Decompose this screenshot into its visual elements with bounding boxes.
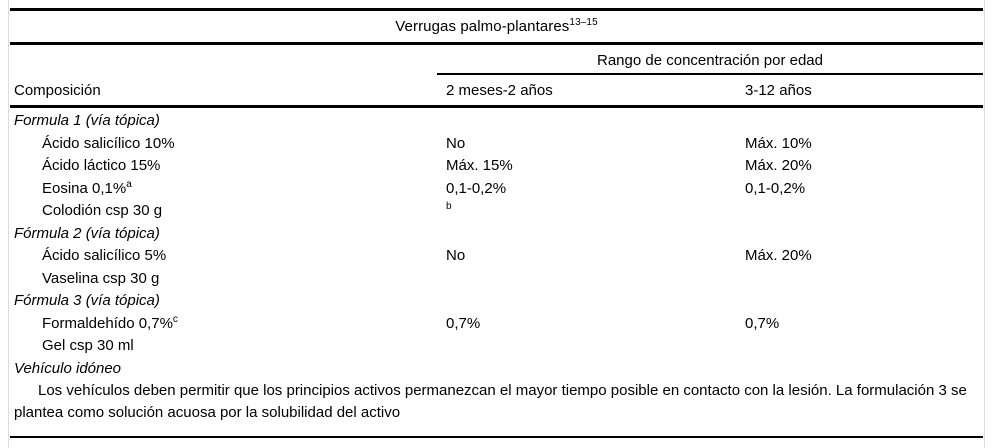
age-3-12y-cell (745, 335, 983, 358)
age-2m-2y-cell: Máx. 15% (446, 157, 513, 174)
age-2m-2y-cell: 0,7% (446, 314, 481, 332)
age-3-12y-cell (745, 110, 983, 133)
composition-cell: Fórmula 2 (vía tópica) (14, 224, 160, 242)
title-citation-superscript: 13–15 (569, 17, 598, 28)
table-row: Fórmula 3 (vía tópica) (10, 290, 983, 313)
composition-cell: Fórmula 3 (vía tópica) (14, 292, 160, 309)
age-3-12y-cell (745, 200, 983, 223)
table-title: Verrugas palmo-plantares13–15 (395, 17, 598, 36)
age-3-12y-cell (745, 290, 983, 313)
header-bottom-rule (10, 105, 983, 108)
composition-cell: Vehículo idóneo (14, 359, 122, 377)
vehicle-note-paragraph: Los vehículos deben permitir que los pri… (14, 382, 967, 422)
table-row: Fórmula 2 (vía tópica) (10, 223, 983, 246)
age-3-12y-cell (745, 358, 983, 381)
table-row: Ácido salicílico 5% No Máx. 20% (10, 245, 983, 268)
composition-cell: Formula 1 (vía tópica) (14, 112, 160, 129)
composition-cell: Ácido salicílico 5% (42, 247, 167, 264)
right-page-border (984, 0, 985, 448)
top-rule (10, 8, 983, 11)
composition-cell: Vaselina csp 30 g (42, 269, 160, 287)
age-3-12y-cell: Máx. 20% (745, 157, 812, 174)
table-row: Ácido láctico 15% Máx. 15% Máx. 20% (10, 155, 983, 178)
left-page-border (8, 0, 9, 448)
title-bottom-rule (10, 42, 983, 45)
column-header-age-2m-2y: 2 meses-2 años (446, 81, 553, 99)
table-body: Formula 1 (vía tópica) Ácido salicílico 1… (10, 108, 983, 380)
age-2m-2y-cell: b (446, 201, 452, 212)
age-2m-2y-cell (446, 358, 745, 381)
bottom-rule (10, 435, 983, 438)
composition-cell: Eosina 0,1%a (42, 178, 132, 197)
spanner-header-row: Rango de concentración por edad (10, 45, 983, 75)
table-row: Gel csp 30 ml (10, 335, 983, 358)
table-row: Vaselina csp 30 g (10, 268, 983, 291)
composition-cell: Formaldehído 0,7%c (42, 313, 178, 332)
composition-cell: Gel csp 30 ml (42, 337, 134, 354)
age-3-12y-cell: 0,1-0,2% (745, 179, 806, 197)
column-header-row: Composición 2 meses-2 años 3-12 años (10, 75, 983, 105)
age-2m-2y-cell (446, 223, 745, 246)
age-3-12y-cell: Máx. 20% (745, 247, 812, 264)
column-header-composition: Composición (14, 81, 101, 99)
age-3-12y-cell (745, 223, 983, 246)
composition-cell: Ácido salicílico 10% (42, 134, 175, 152)
composition-cell: Colodión csp 30 g (42, 202, 163, 219)
age-2m-2y-cell (446, 335, 745, 358)
age-3-12y-cell (745, 268, 983, 291)
age-2m-2y-cell: No (446, 134, 466, 152)
table-row: Formula 1 (vía tópica) (10, 110, 983, 133)
table-row: Vehículo idóneo (10, 358, 983, 381)
formulary-table: Verrugas palmo-plantares13–15 Rango de c… (10, 8, 983, 438)
table-row: Colodión csp 30 g b (10, 200, 983, 223)
age-3-12y-cell: Máx. 10% (745, 134, 812, 152)
table-row: Eosina 0,1%a 0,1-0,2% 0,1-0,2% (10, 178, 983, 201)
table-row: Ácido salicílico 10% No Máx. 10% (10, 133, 983, 156)
age-2m-2y-cell: 0,1-0,2% (446, 179, 507, 197)
age-2m-2y-cell (446, 268, 745, 291)
table-title-row: Verrugas palmo-plantares13–15 (10, 11, 983, 42)
age-3-12y-cell: 0,7% (745, 314, 780, 332)
age-2m-2y-cell (446, 110, 745, 133)
age-2m-2y-cell (446, 290, 745, 313)
age-2m-2y-cell: No (446, 247, 466, 264)
concentration-range-header: Rango de concentración por edad (597, 52, 823, 69)
spanner-underline (437, 73, 983, 75)
column-header-age-3-12y: 3-12 años (745, 81, 812, 99)
composition-cell: Ácido láctico 15% (42, 157, 161, 174)
table-row: Formaldehído 0,7%c 0,7% 0,7% (10, 313, 983, 336)
